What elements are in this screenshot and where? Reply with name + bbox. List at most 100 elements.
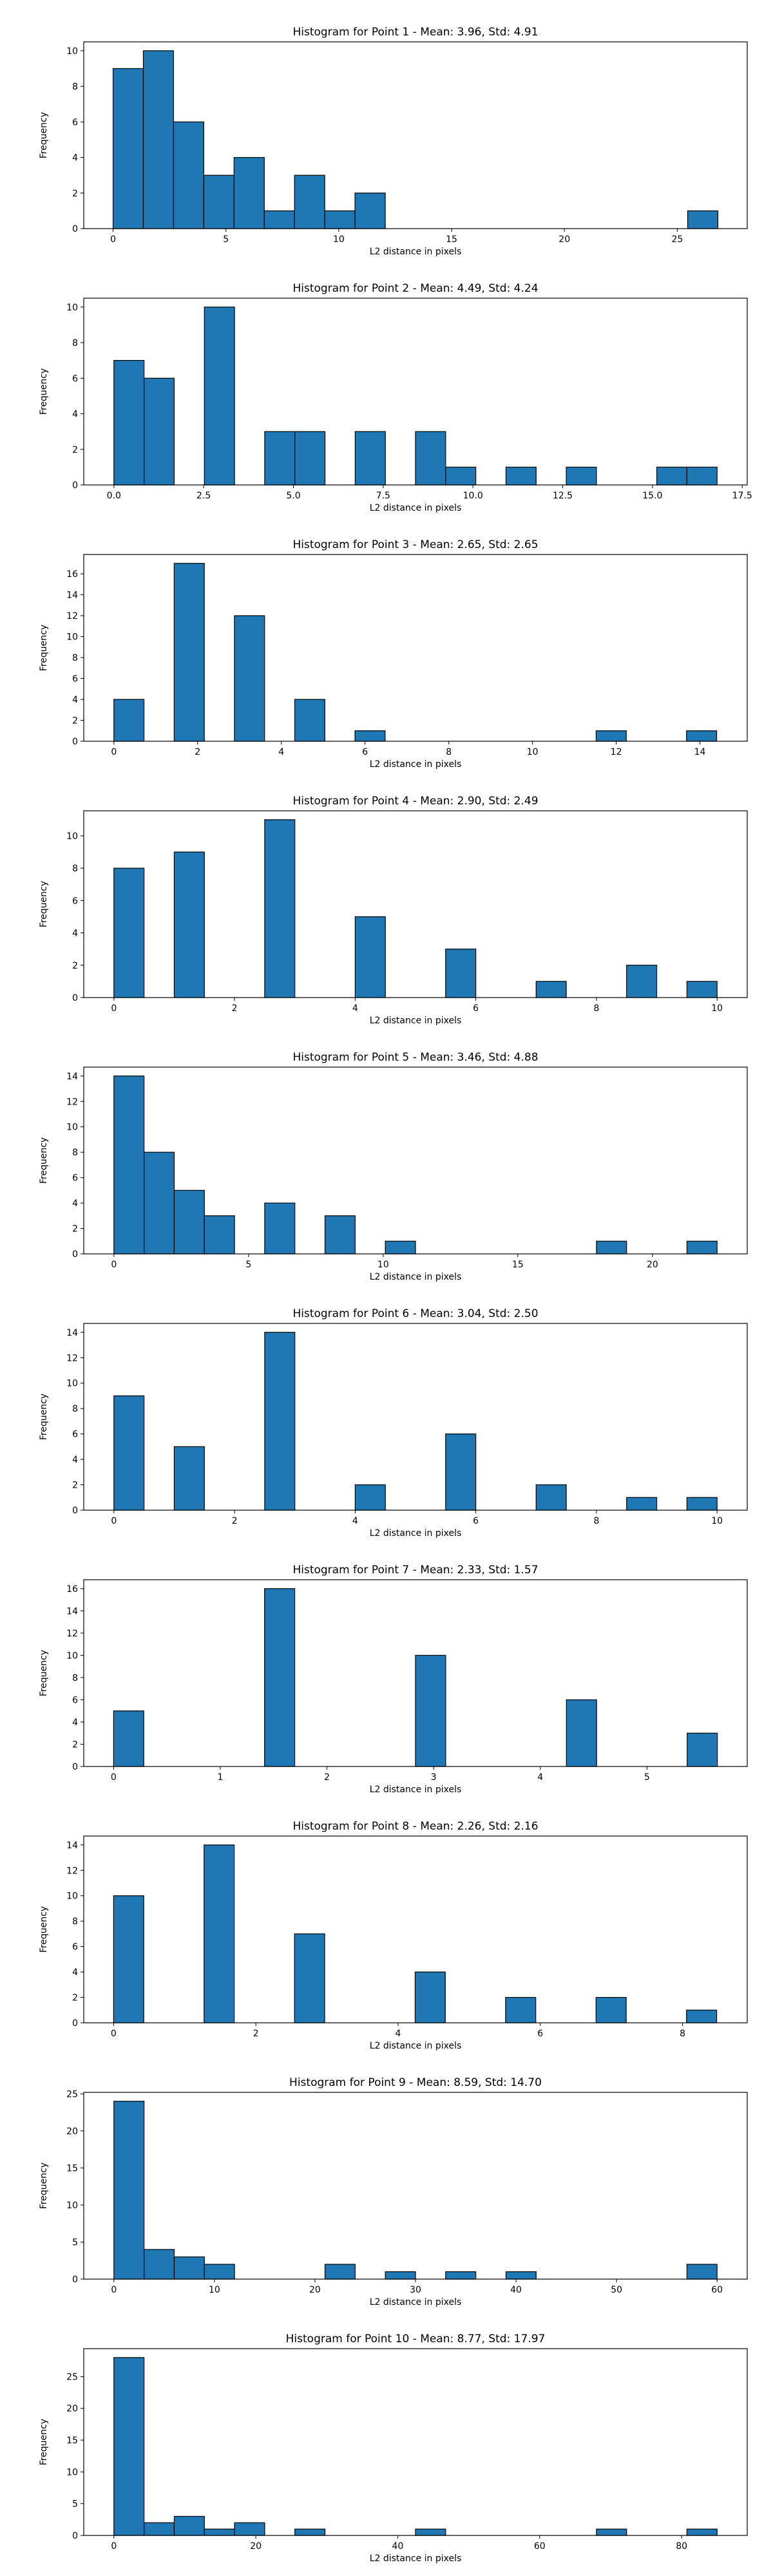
histogram-panel-2: Histogram for Point 2 - Mean: 4.49, Std:… xyxy=(39,282,752,513)
y-tick-label: 10 xyxy=(66,2467,78,2477)
histogram-bar xyxy=(505,466,537,486)
x-axis-label: L2 distance in pixels xyxy=(370,759,462,770)
y-tick-label: 10 xyxy=(66,46,78,57)
y-tick-label: 4 xyxy=(72,695,78,705)
x-tick-label: 4 xyxy=(278,747,284,757)
histogram-panel-4: Histogram for Point 4 - Mean: 2.90, Std:… xyxy=(39,795,748,1026)
y-tick-label: 16 xyxy=(66,569,78,580)
x-tick-label: 0.0 xyxy=(107,491,121,501)
chart-title: Histogram for Point 10 - Mean: 8.77, Std… xyxy=(286,2333,546,2345)
histogram-bar xyxy=(144,2249,175,2280)
x-axis-label: L2 distance in pixels xyxy=(370,2297,462,2307)
y-tick-label: 25 xyxy=(66,2089,78,2099)
y-tick-label: 2 xyxy=(72,1481,78,1491)
histogram-bar xyxy=(173,2515,205,2536)
histogram-bar xyxy=(687,1732,718,1767)
y-axis-label: Frequency xyxy=(39,2419,49,2465)
histogram-bar xyxy=(144,2522,175,2536)
histogram-bar xyxy=(415,431,446,486)
y-tick-label: 20 xyxy=(66,2404,78,2414)
x-tick-label: 15.0 xyxy=(642,491,662,501)
histogram-bar xyxy=(445,466,477,486)
histogram-bar xyxy=(173,1446,205,1511)
chart-title: Histogram for Point 9 - Mean: 8.59, Std:… xyxy=(289,2076,542,2089)
x-tick-label: 2 xyxy=(232,1003,238,1014)
histogram-bar xyxy=(415,1654,446,1767)
y-tick-label: 12 xyxy=(66,1866,78,1876)
histogram-bar xyxy=(595,1996,627,2023)
histogram-bar xyxy=(566,1699,597,1767)
y-tick-label: 10 xyxy=(66,1379,78,1389)
x-tick-label: 6 xyxy=(362,747,368,757)
x-tick-label: 40 xyxy=(510,2285,522,2295)
y-tick-label: 8 xyxy=(72,1404,78,1414)
x-axis-label: L2 distance in pixels xyxy=(370,1528,462,1539)
histogram-bar xyxy=(445,1434,477,1511)
histogram-bar xyxy=(173,2256,205,2280)
histogram-bar xyxy=(113,2357,145,2536)
histogram-bar xyxy=(113,1395,145,1511)
y-axis-label: Frequency xyxy=(39,368,49,415)
histogram-bar xyxy=(204,1215,235,1255)
x-tick-label: 6 xyxy=(537,2029,543,2039)
histogram-bar xyxy=(626,1497,658,1511)
y-tick-label: 0 xyxy=(72,1762,78,1772)
histogram-bar xyxy=(354,916,386,998)
histogram-bar xyxy=(234,2522,265,2536)
x-tick-label: 10 xyxy=(711,1516,723,1526)
histogram-bar xyxy=(354,431,386,486)
chart-title: Histogram for Point 5 - Mean: 3.46, Std:… xyxy=(292,1051,538,1064)
histogram-bar xyxy=(686,2528,718,2536)
y-tick-label: 6 xyxy=(72,117,78,128)
histogram-panel-7: Histogram for Point 7 - Mean: 2.33, Std:… xyxy=(39,1564,748,1795)
x-axis-label: L2 distance in pixels xyxy=(370,1016,462,1026)
histogram-bar xyxy=(596,1240,627,1255)
y-axis-label: Frequency xyxy=(39,625,49,671)
y-tick-label: 15 xyxy=(66,2163,78,2174)
x-tick-label: 30 xyxy=(410,2285,421,2295)
histogram-bar xyxy=(656,466,687,486)
x-tick-label: 1 xyxy=(218,1772,224,1783)
axes-frame xyxy=(83,1066,748,1255)
x-tick-label: 5.0 xyxy=(286,491,300,501)
x-tick-label: 10 xyxy=(527,747,539,757)
histogram-bar xyxy=(505,1996,537,2023)
y-tick-label: 10 xyxy=(66,2201,78,2211)
x-tick-label: 0 xyxy=(111,1772,117,1783)
x-tick-label: 80 xyxy=(676,2541,687,2552)
y-tick-label: 0 xyxy=(72,737,78,747)
y-tick-label: 0 xyxy=(72,2531,78,2541)
x-tick-label: 60 xyxy=(534,2541,546,2552)
y-tick-label: 0 xyxy=(72,480,78,491)
y-tick-label: 6 xyxy=(72,896,78,906)
x-tick-label: 20 xyxy=(558,234,570,245)
histogram-panel-3: Histogram for Point 3 - Mean: 2.65, Std:… xyxy=(39,538,748,770)
histogram-panel-9: Histogram for Point 9 - Mean: 8.59, Std:… xyxy=(39,2076,748,2307)
x-tick-label: 4 xyxy=(395,2029,401,2039)
x-tick-label: 2 xyxy=(232,1516,238,1526)
y-axis-label: Frequency xyxy=(39,1906,49,1953)
y-axis-label: Frequency xyxy=(39,112,49,158)
histogram-bar xyxy=(566,466,597,486)
histogram-bar xyxy=(354,1484,386,1511)
histogram-bar xyxy=(173,851,205,998)
histogram-bar xyxy=(354,730,386,742)
y-tick-label: 4 xyxy=(72,929,78,939)
x-tick-label: 8 xyxy=(593,1516,599,1526)
y-tick-label: 4 xyxy=(72,153,78,164)
y-tick-label: 4 xyxy=(72,1967,78,1978)
histogram-bar xyxy=(686,2009,718,2023)
chart-title: Histogram for Point 3 - Mean: 2.65, Std:… xyxy=(292,538,538,551)
x-tick-label: 2 xyxy=(324,1772,330,1783)
y-tick-label: 2 xyxy=(72,1739,78,1750)
histogram-bar xyxy=(686,2264,718,2280)
y-tick-label: 6 xyxy=(72,1430,78,1440)
x-tick-label: 0 xyxy=(111,1003,117,1014)
y-tick-label: 0 xyxy=(72,1506,78,1516)
y-tick-label: 14 xyxy=(66,1072,78,1082)
y-tick-label: 10 xyxy=(66,1122,78,1133)
y-tick-label: 2 xyxy=(72,1993,78,2003)
histogram-bar xyxy=(294,431,326,486)
y-tick-label: 20 xyxy=(66,2126,78,2137)
